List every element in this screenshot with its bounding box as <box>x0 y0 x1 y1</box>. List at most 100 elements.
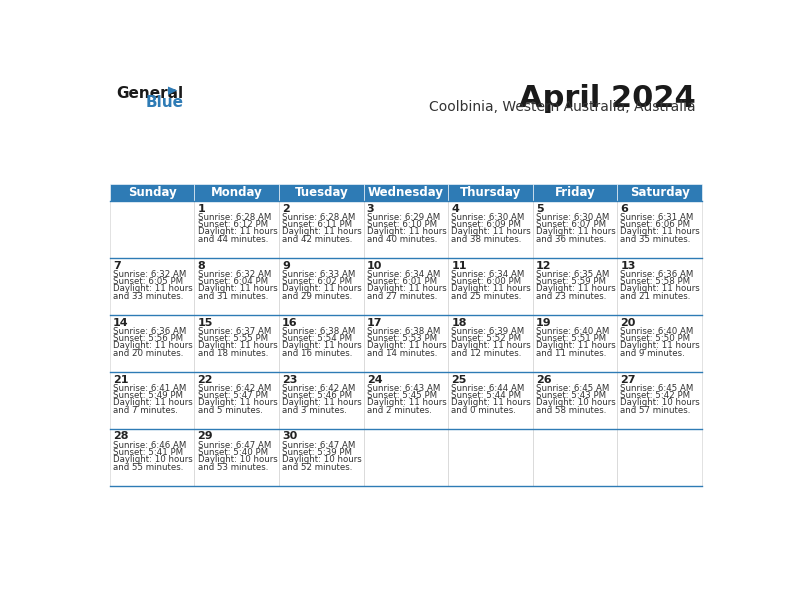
Bar <box>194 315 279 372</box>
Bar <box>448 258 533 315</box>
Text: Sunrise: 6:44 AM: Sunrise: 6:44 AM <box>451 384 524 393</box>
Text: 11: 11 <box>451 261 466 271</box>
Text: Sunset: 5:42 PM: Sunset: 5:42 PM <box>620 391 691 400</box>
Text: Daylight: 11 hours: Daylight: 11 hours <box>282 341 362 351</box>
Text: and 44 minutes.: and 44 minutes. <box>197 235 268 244</box>
Text: 5: 5 <box>536 204 543 214</box>
Text: and 9 minutes.: and 9 minutes. <box>620 349 685 358</box>
Text: Sunset: 5:50 PM: Sunset: 5:50 PM <box>620 334 691 343</box>
Text: Tuesday: Tuesday <box>295 186 348 200</box>
Text: 15: 15 <box>197 318 213 327</box>
Text: and 57 minutes.: and 57 minutes. <box>620 406 691 415</box>
Text: 28: 28 <box>113 431 128 441</box>
Text: Sunset: 5:44 PM: Sunset: 5:44 PM <box>451 391 521 400</box>
Text: Sunset: 5:58 PM: Sunset: 5:58 PM <box>620 277 691 286</box>
Text: and 53 minutes.: and 53 minutes. <box>197 463 268 472</box>
Text: Sunrise: 6:36 AM: Sunrise: 6:36 AM <box>113 327 186 336</box>
Text: Sunset: 5:53 PM: Sunset: 5:53 PM <box>367 334 437 343</box>
Text: Sunrise: 6:29 AM: Sunrise: 6:29 AM <box>367 213 440 222</box>
Text: and 18 minutes.: and 18 minutes. <box>197 349 268 358</box>
Text: Thursday: Thursday <box>460 186 521 200</box>
Text: Sunrise: 6:38 AM: Sunrise: 6:38 AM <box>282 327 356 336</box>
Text: Daylight: 11 hours: Daylight: 11 hours <box>620 285 700 293</box>
Text: Sunset: 5:45 PM: Sunset: 5:45 PM <box>367 391 437 400</box>
Text: Sunset: 5:51 PM: Sunset: 5:51 PM <box>536 334 606 343</box>
Bar <box>194 372 279 429</box>
Bar <box>448 201 533 258</box>
Text: 13: 13 <box>620 261 636 271</box>
Text: Sunset: 5:56 PM: Sunset: 5:56 PM <box>113 334 183 343</box>
Text: Sunrise: 6:35 AM: Sunrise: 6:35 AM <box>536 270 609 279</box>
Text: 9: 9 <box>282 261 290 271</box>
Text: 25: 25 <box>451 375 466 384</box>
Text: Sunrise: 6:39 AM: Sunrise: 6:39 AM <box>451 327 524 336</box>
Bar <box>279 315 364 372</box>
Text: and 3 minutes.: and 3 minutes. <box>282 406 347 415</box>
Text: and 29 minutes.: and 29 minutes. <box>282 292 352 300</box>
Text: Daylight: 11 hours: Daylight: 11 hours <box>536 341 615 351</box>
Text: and 5 minutes.: and 5 minutes. <box>197 406 262 415</box>
Text: Sunrise: 6:34 AM: Sunrise: 6:34 AM <box>451 270 524 279</box>
Bar <box>618 201 702 258</box>
Text: Sunset: 6:07 PM: Sunset: 6:07 PM <box>536 220 606 229</box>
Text: 20: 20 <box>620 318 636 327</box>
Text: Sunrise: 6:46 AM: Sunrise: 6:46 AM <box>113 441 186 450</box>
Text: and 36 minutes.: and 36 minutes. <box>536 235 606 244</box>
Text: Sunset: 6:06 PM: Sunset: 6:06 PM <box>620 220 691 229</box>
Bar <box>533 429 618 486</box>
Text: Daylight: 11 hours: Daylight: 11 hours <box>620 228 700 236</box>
Text: and 14 minutes.: and 14 minutes. <box>367 349 437 358</box>
Bar <box>448 184 533 201</box>
Text: Sunrise: 6:40 AM: Sunrise: 6:40 AM <box>620 327 694 336</box>
Text: Daylight: 11 hours: Daylight: 11 hours <box>367 341 447 351</box>
Text: Sunrise: 6:43 AM: Sunrise: 6:43 AM <box>367 384 440 393</box>
Text: Daylight: 11 hours: Daylight: 11 hours <box>113 341 192 351</box>
Bar <box>110 201 194 258</box>
Text: Blue: Blue <box>146 95 184 110</box>
Bar <box>448 372 533 429</box>
Text: Daylight: 11 hours: Daylight: 11 hours <box>113 398 192 408</box>
Text: and 0 minutes.: and 0 minutes. <box>451 406 516 415</box>
Bar <box>279 201 364 258</box>
Text: 23: 23 <box>282 375 298 384</box>
Text: Sunrise: 6:34 AM: Sunrise: 6:34 AM <box>367 270 440 279</box>
Bar <box>110 258 194 315</box>
Text: 27: 27 <box>620 375 636 384</box>
Text: and 52 minutes.: and 52 minutes. <box>282 463 352 472</box>
Text: Sunset: 5:52 PM: Sunset: 5:52 PM <box>451 334 521 343</box>
Text: Sunset: 6:11 PM: Sunset: 6:11 PM <box>282 220 352 229</box>
Text: Daylight: 11 hours: Daylight: 11 hours <box>536 228 615 236</box>
Text: and 16 minutes.: and 16 minutes. <box>282 349 352 358</box>
Text: Daylight: 11 hours: Daylight: 11 hours <box>367 228 447 236</box>
Text: Sunset: 6:05 PM: Sunset: 6:05 PM <box>113 277 183 286</box>
Text: and 31 minutes.: and 31 minutes. <box>197 292 268 300</box>
Bar <box>618 429 702 486</box>
Text: and 27 minutes.: and 27 minutes. <box>367 292 437 300</box>
Text: Sunset: 5:59 PM: Sunset: 5:59 PM <box>536 277 606 286</box>
Text: Sunrise: 6:32 AM: Sunrise: 6:32 AM <box>113 270 186 279</box>
Text: Sunset: 5:47 PM: Sunset: 5:47 PM <box>197 391 268 400</box>
Text: Daylight: 10 hours: Daylight: 10 hours <box>113 455 192 465</box>
Text: Sunset: 5:41 PM: Sunset: 5:41 PM <box>113 448 183 457</box>
Bar <box>533 201 618 258</box>
Text: Daylight: 11 hours: Daylight: 11 hours <box>282 398 362 408</box>
Text: Sunrise: 6:32 AM: Sunrise: 6:32 AM <box>197 270 271 279</box>
Text: and 35 minutes.: and 35 minutes. <box>620 235 691 244</box>
Bar <box>618 258 702 315</box>
Text: and 23 minutes.: and 23 minutes. <box>536 292 606 300</box>
Text: Sunrise: 6:28 AM: Sunrise: 6:28 AM <box>282 213 356 222</box>
Text: Daylight: 10 hours: Daylight: 10 hours <box>536 398 615 408</box>
Text: Sunrise: 6:45 AM: Sunrise: 6:45 AM <box>536 384 609 393</box>
Text: Daylight: 11 hours: Daylight: 11 hours <box>197 398 277 408</box>
Text: Sunset: 6:04 PM: Sunset: 6:04 PM <box>197 277 268 286</box>
Text: and 33 minutes.: and 33 minutes. <box>113 292 183 300</box>
Bar <box>194 258 279 315</box>
Text: Daylight: 11 hours: Daylight: 11 hours <box>620 341 700 351</box>
Text: 18: 18 <box>451 318 466 327</box>
Text: Daylight: 11 hours: Daylight: 11 hours <box>197 228 277 236</box>
Text: Sunday: Sunday <box>128 186 177 200</box>
Text: Sunrise: 6:38 AM: Sunrise: 6:38 AM <box>367 327 440 336</box>
Text: Saturday: Saturday <box>630 186 690 200</box>
Text: Daylight: 11 hours: Daylight: 11 hours <box>367 285 447 293</box>
Text: Sunrise: 6:31 AM: Sunrise: 6:31 AM <box>620 213 694 222</box>
